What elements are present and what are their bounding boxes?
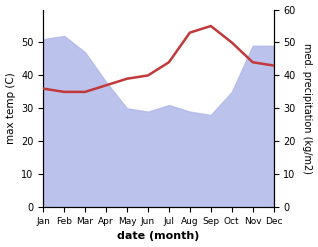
X-axis label: date (month): date (month) bbox=[117, 231, 200, 242]
Y-axis label: med. precipitation (kg/m2): med. precipitation (kg/m2) bbox=[302, 43, 313, 174]
Y-axis label: max temp (C): max temp (C) bbox=[5, 72, 16, 144]
